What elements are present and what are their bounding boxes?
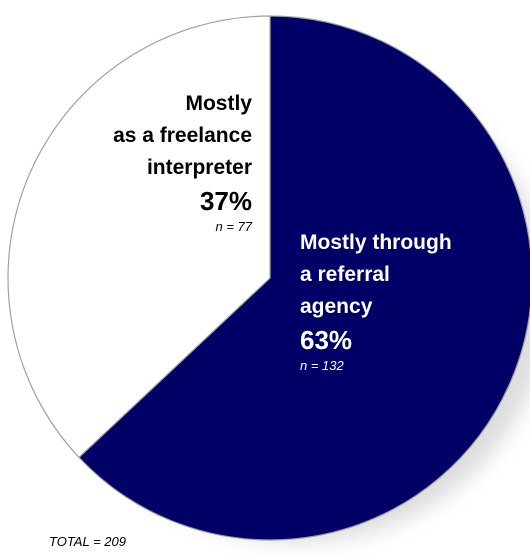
slice-label-freelance: Mostly as a freelance interpreter 37% n … — [113, 88, 252, 236]
slice-count-freelance: n = 77 — [215, 219, 252, 234]
pie-slice-freelance — [7, 15, 271, 459]
slice-percent-freelance: 37% — [199, 186, 252, 216]
slice-count-agency: n = 132 — [300, 358, 344, 373]
slice-label-freelance-line-3: interpreter — [146, 156, 252, 179]
slice-percent-agency: 63% — [300, 325, 353, 355]
total-label: TOTAL = 209 — [49, 534, 126, 549]
slice-label-agency-line-1: Mostly through — [300, 231, 452, 254]
pie-slice-agency — [78, 15, 530, 541]
slice-label-agency: Mostly through a referral agency 63% n =… — [300, 227, 452, 375]
slice-label-agency-line-3: agency — [300, 295, 373, 318]
slice-label-freelance-line-2: as a freelance — [113, 124, 252, 147]
slice-label-freelance-line-1: Mostly — [185, 92, 252, 115]
slice-label-agency-line-2: a referral — [300, 263, 390, 286]
